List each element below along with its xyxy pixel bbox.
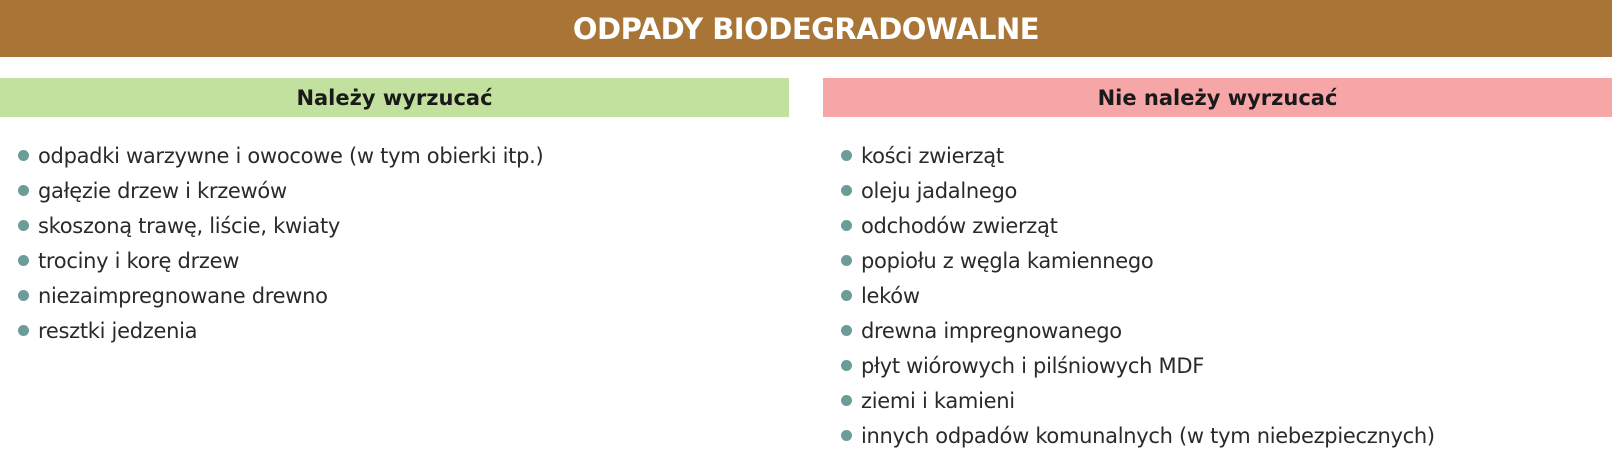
bullet-dot-icon xyxy=(18,150,29,161)
list-item: innych odpadów komunalnych (w tym niebez… xyxy=(823,418,1435,453)
list-item: niezaimpregnowane drewno xyxy=(0,278,543,313)
list-item: popiołu z węgla kamiennego xyxy=(823,243,1435,278)
list-item: trociny i korę drzew xyxy=(0,243,543,278)
forbidden-column: Nie należy wyrzucać kości zwierząt oleju… xyxy=(823,78,1612,448)
list-item-text: skoszoną trawę, liście, kwiaty xyxy=(38,213,341,238)
list-item: odchodów zwierząt xyxy=(823,208,1435,243)
list-item-text: popiołu z węgla kamiennego xyxy=(861,248,1154,273)
list-item-text: gałęzie drzew i krzewów xyxy=(38,178,287,203)
bullet-dot-icon xyxy=(841,255,852,266)
list-item-text: odpadki warzywne i owocowe (w tym obierk… xyxy=(38,143,544,168)
list-item: skoszoną trawę, liście, kwiaty xyxy=(0,208,543,243)
forbidden-heading: Nie należy wyrzucać xyxy=(823,78,1612,117)
bullet-dot-icon xyxy=(18,290,29,301)
list-item-text: odchodów zwierząt xyxy=(861,213,1058,238)
bullet-dot-icon xyxy=(841,430,852,441)
list-item: ziemi i kamieni xyxy=(823,383,1435,418)
list-item-text: drewna impregnowanego xyxy=(861,318,1122,343)
list-item-text: ziemi i kamieni xyxy=(861,388,1015,413)
bullet-dot-icon xyxy=(18,220,29,231)
list-item-text: innych odpadów komunalnych (w tym niebez… xyxy=(861,423,1435,448)
list-item: odpadki warzywne i owocowe (w tym obierk… xyxy=(0,138,544,173)
list-item-text: płyt wiórowych i pilśniowych MDF xyxy=(861,353,1204,378)
bullet-dot-icon xyxy=(841,360,852,371)
list-item: płyt wiórowych i pilśniowych MDF xyxy=(823,348,1435,383)
bullet-dot-icon xyxy=(841,185,852,196)
bullet-dot-icon xyxy=(18,255,29,266)
bullet-dot-icon xyxy=(841,395,852,406)
allowed-column: Należy wyrzucać odpadki warzywne i owoco… xyxy=(0,78,789,343)
bullet-dot-icon xyxy=(841,150,852,161)
list-item-text: trociny i korę drzew xyxy=(38,248,240,273)
allowed-list: odpadki warzywne i owocowe (w tym obierk… xyxy=(0,138,544,348)
list-item-text: kości zwierząt xyxy=(861,143,1004,168)
list-item-text: oleju jadalnego xyxy=(861,178,1018,203)
bullet-dot-icon xyxy=(841,220,852,231)
list-item: resztki jedzenia xyxy=(0,313,543,348)
bullet-dot-icon xyxy=(841,325,852,336)
list-item-text: niezaimpregnowane drewno xyxy=(38,283,328,308)
list-item-text: resztki jedzenia xyxy=(38,318,198,343)
list-item: drewna impregnowanego xyxy=(823,313,1435,348)
list-item: oleju jadalnego xyxy=(823,173,1435,208)
forbidden-list: kości zwierząt oleju jadalnego odchodów … xyxy=(823,138,1435,453)
page-title: ODPADY BIODEGRADOWALNE xyxy=(572,11,1040,46)
list-item: kości zwierząt xyxy=(823,138,1435,173)
page-header: ODPADY BIODEGRADOWALNE xyxy=(0,0,1612,57)
list-item: gałęzie drzew i krzewów xyxy=(0,173,543,208)
bullet-dot-icon xyxy=(18,185,29,196)
list-item: leków xyxy=(823,278,1435,313)
bullet-dot-icon xyxy=(18,325,29,336)
allowed-heading: Należy wyrzucać xyxy=(0,78,789,117)
bullet-dot-icon xyxy=(841,290,852,301)
list-item-text: leków xyxy=(861,283,920,308)
